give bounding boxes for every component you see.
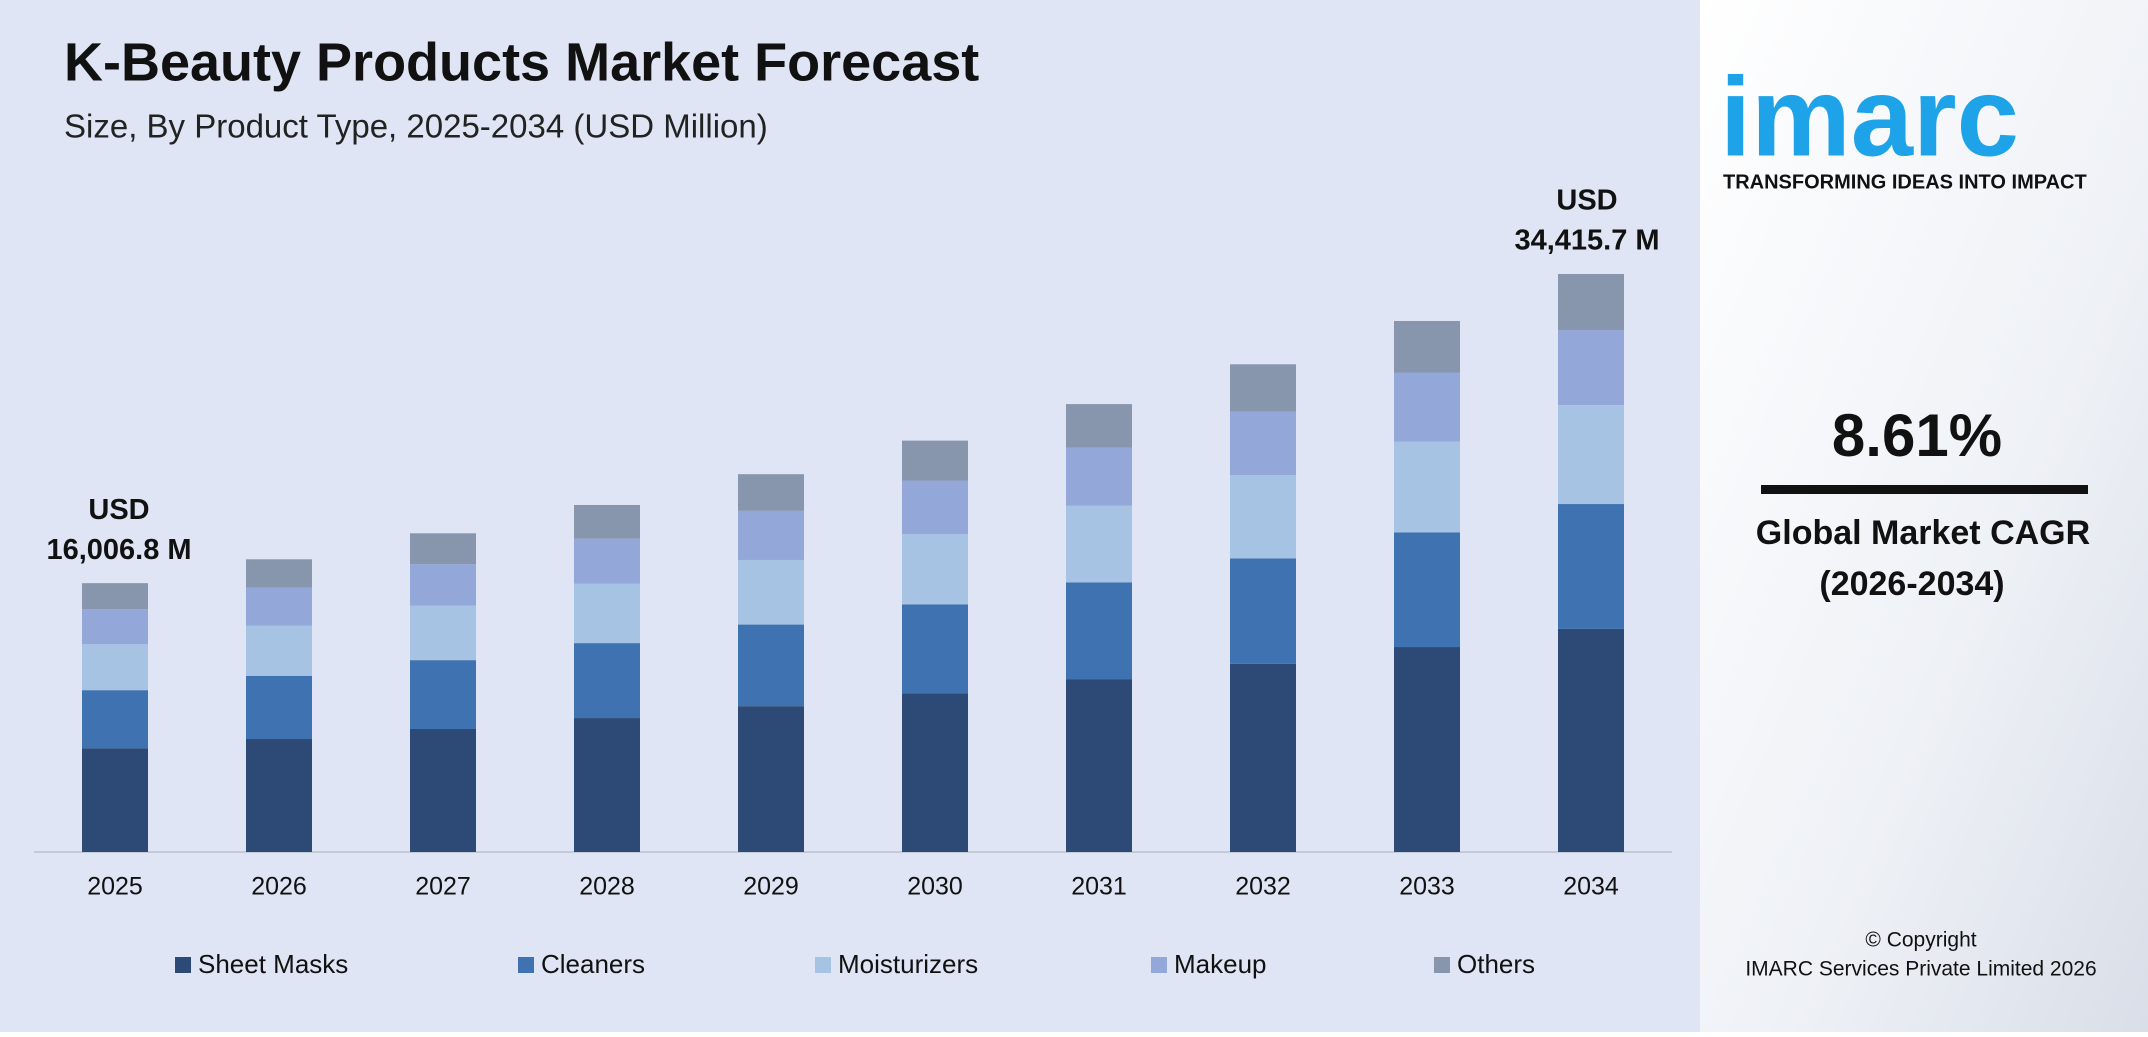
bar-segment [410, 564, 476, 606]
bar-segment [1230, 364, 1296, 412]
total-label: USD [1556, 185, 1617, 217]
bar-segment [574, 504, 640, 539]
bar-segment [1066, 582, 1132, 680]
legend-label: Makeup [1174, 949, 1267, 979]
bar-segment [902, 534, 968, 605]
total-label: 34,415.7 M [1514, 225, 1659, 257]
bar-segment [738, 706, 804, 852]
divider [1761, 485, 2088, 494]
bar-segment [1558, 330, 1624, 406]
chart-title: K-Beauty Products Market Forecast [64, 32, 979, 92]
bar-segment [902, 440, 968, 481]
bar-segment [902, 693, 968, 852]
legend-swatch [815, 957, 831, 973]
bar-segment [1558, 274, 1624, 331]
bar-segment [410, 533, 476, 565]
legend-label: Sheet Masks [198, 949, 348, 979]
bar-segment [82, 644, 148, 691]
side-panel [1700, 0, 2148, 1032]
bar-segment [1394, 647, 1460, 852]
bar-segment [82, 690, 148, 749]
bar-segment [1066, 505, 1132, 583]
bar-segment [574, 643, 640, 719]
bar-segment [738, 474, 804, 511]
legend-label: Moisturizers [838, 949, 978, 979]
bar-segment [246, 559, 312, 588]
bar-segment [1558, 504, 1624, 629]
bar-segment [738, 510, 804, 560]
bar-segment [1394, 532, 1460, 648]
x-tick-label: 2026 [251, 873, 307, 901]
bar-segment [1558, 405, 1624, 505]
bar-segment [82, 609, 148, 645]
x-tick-label: 2030 [907, 873, 963, 901]
x-tick-label: 2034 [1563, 873, 1619, 901]
bar-segment [246, 739, 312, 852]
bar-segment [410, 605, 476, 661]
bar-segment [574, 583, 640, 644]
legend-label: Others [1457, 949, 1535, 979]
bar-segment [902, 480, 968, 535]
bar-segment [1558, 628, 1624, 852]
bar-segment [246, 675, 312, 740]
bar-segment [1394, 372, 1460, 442]
legend-swatch [1434, 957, 1450, 973]
bar-segment [1230, 411, 1296, 476]
legend-swatch [1151, 957, 1167, 973]
legend-swatch [175, 957, 191, 973]
tagline: TRANSFORMING IDEAS INTO IMPACT [1723, 171, 2087, 193]
x-tick-label: 2027 [415, 873, 471, 901]
cagr-period: (2026-2034) [1819, 565, 2004, 603]
total-label: USD [88, 494, 149, 526]
x-tick-label: 2032 [1235, 873, 1291, 901]
x-tick-label: 2033 [1399, 873, 1455, 901]
bar-segment [1230, 663, 1296, 852]
bar-segment [1230, 558, 1296, 664]
bar-segment [82, 748, 148, 852]
bar-segment [410, 660, 476, 729]
logo: imarc [1720, 55, 2019, 180]
x-tick-label: 2028 [579, 873, 635, 901]
bar-segment [1394, 320, 1460, 373]
x-tick-label: 2025 [87, 873, 143, 901]
cagr-value: 8.61% [1832, 402, 2002, 469]
bar-segment [1394, 441, 1460, 533]
bar-segment [902, 604, 968, 694]
x-tick-label: 2031 [1071, 873, 1127, 901]
legend-label: Cleaners [541, 949, 645, 979]
bar-segment [246, 587, 312, 626]
bar-segment [738, 624, 804, 707]
bar-segment [1066, 679, 1132, 852]
cagr-label: Global Market CAGR [1756, 514, 2090, 552]
bar-segment [574, 538, 640, 584]
legend-swatch [518, 957, 534, 973]
copyright: © Copyright [1865, 929, 1976, 952]
company: IMARC Services Private Limited 2026 [1745, 958, 2096, 981]
total-label: 16,006.8 M [46, 534, 191, 566]
bar-segment [738, 559, 804, 625]
bar-segment [1066, 404, 1132, 448]
bar-segment [1230, 475, 1296, 559]
bar-segment [246, 625, 312, 676]
bar-segment [1066, 447, 1132, 506]
bar-segment [82, 583, 148, 610]
chart-subtitle: Size, By Product Type, 2025-2034 (USD Mi… [64, 108, 768, 145]
bar-segment [410, 728, 476, 852]
bar-segment [574, 718, 640, 852]
x-tick-label: 2029 [743, 873, 799, 901]
